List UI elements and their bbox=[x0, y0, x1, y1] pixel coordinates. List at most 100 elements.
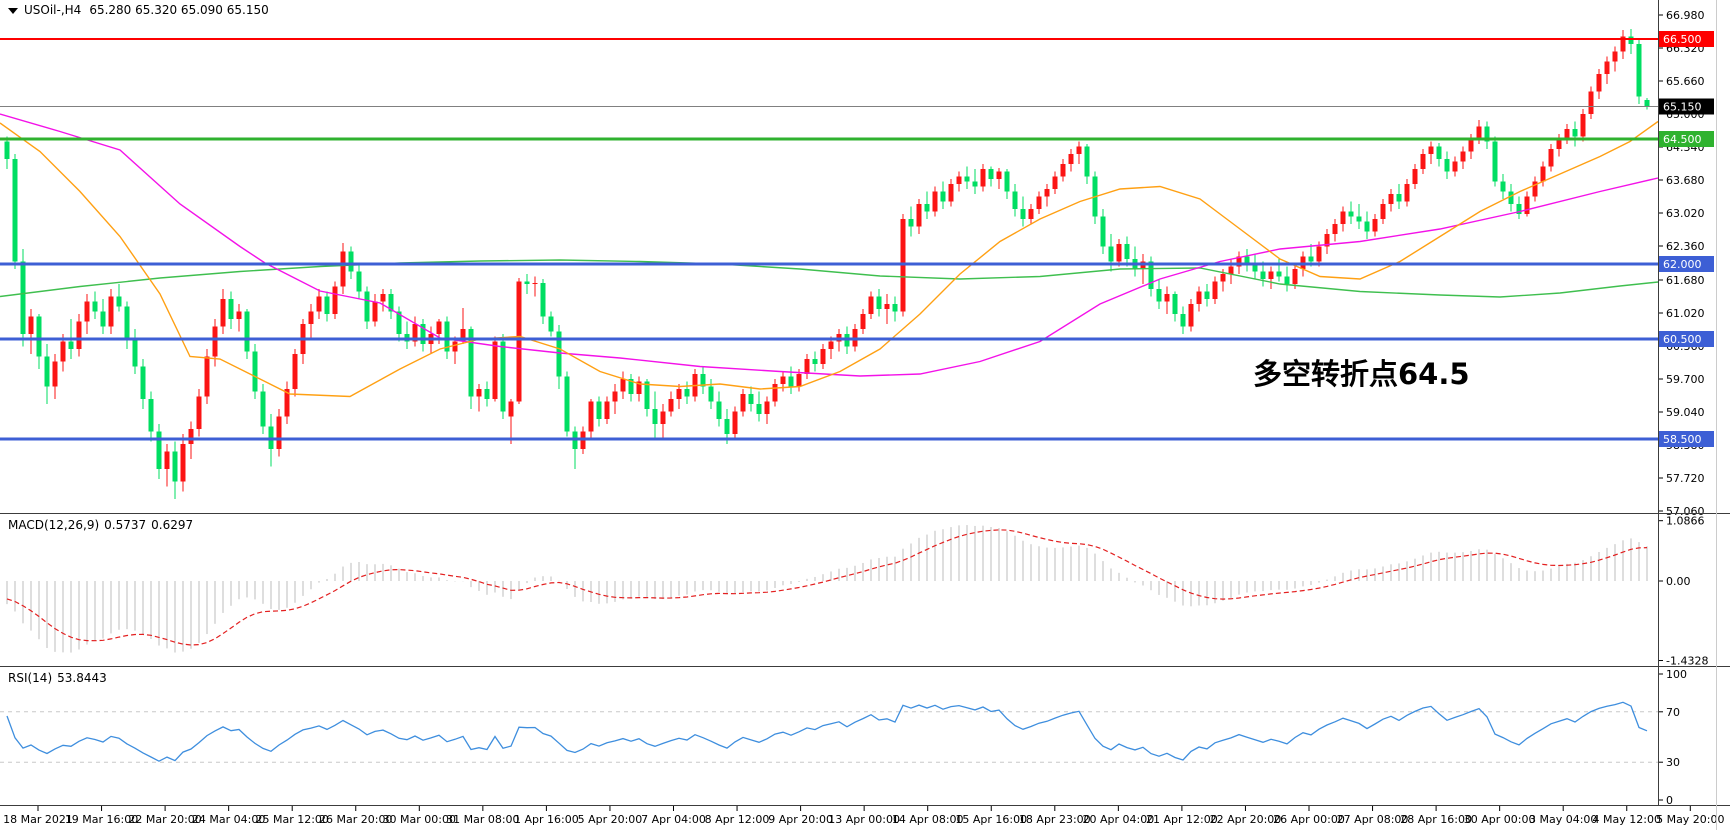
candle-body-up bbox=[1420, 154, 1426, 169]
price-badge-58.500 bbox=[1659, 431, 1714, 447]
price-axis-label: 59.040 bbox=[1666, 406, 1705, 419]
time-axis-label: 4 May 12:00 bbox=[1593, 813, 1661, 826]
candle-body-up bbox=[1532, 181, 1538, 197]
candle-body-down bbox=[1172, 294, 1178, 314]
macd-axis-label: -1.4328 bbox=[1666, 655, 1708, 668]
candle-body-down bbox=[1492, 141, 1498, 182]
candle-body-down bbox=[484, 389, 490, 399]
candle-body-up bbox=[1324, 234, 1330, 247]
macd-plot-area[interactable] bbox=[0, 514, 1658, 666]
candle-body-down bbox=[124, 306, 130, 339]
candle-body-down bbox=[812, 359, 818, 364]
candle-body-up bbox=[412, 324, 418, 342]
candle-body-down bbox=[364, 291, 370, 322]
rsi-label: RSI(14) 53.8443 bbox=[8, 671, 107, 685]
candle-body-up bbox=[204, 356, 210, 397]
candle-body-down bbox=[468, 329, 474, 397]
price-badge-label: 62.000 bbox=[1663, 258, 1702, 271]
candle-body-down bbox=[20, 261, 26, 334]
candle-body-down bbox=[564, 376, 570, 432]
rsi-plot-area[interactable] bbox=[0, 667, 1658, 805]
candle-body-down bbox=[1644, 100, 1650, 107]
time-axis-label: 28 Apr 16:00 bbox=[1400, 813, 1472, 826]
chart-annotation-text[interactable]: 多空转折点64.5 bbox=[1253, 357, 1470, 391]
price-axis-label: 59.700 bbox=[1666, 373, 1705, 386]
candle-body-up bbox=[1268, 271, 1274, 279]
candle-body-up bbox=[1068, 154, 1074, 164]
price-axis-label: 61.020 bbox=[1666, 307, 1705, 320]
rsi-series bbox=[0, 701, 1658, 763]
candle-body-up bbox=[1588, 91, 1594, 114]
candle-body-down bbox=[524, 281, 530, 284]
time-axis-label: 26 Apr 00:00 bbox=[1273, 813, 1345, 826]
candle-body-down bbox=[140, 366, 146, 399]
candle-body-down bbox=[1260, 271, 1266, 279]
candle-body-down bbox=[1628, 36, 1634, 44]
candle-body-down bbox=[972, 181, 978, 187]
price-axis-label: 61.680 bbox=[1666, 274, 1705, 287]
candle-body-up bbox=[1404, 184, 1410, 202]
candle-body-up bbox=[1476, 126, 1482, 139]
candle-body-up bbox=[1340, 211, 1346, 224]
candle-body-down bbox=[1276, 271, 1282, 277]
candle-body-up bbox=[820, 349, 826, 364]
time-axis-label: 15 Apr 16:00 bbox=[955, 813, 1027, 826]
candle-body-up bbox=[180, 444, 186, 482]
candle-body-up bbox=[884, 304, 890, 309]
candle-body-down bbox=[548, 316, 554, 332]
candle-body-up bbox=[1524, 196, 1530, 214]
rsi-panel: RSI(14) 53.8443 bbox=[0, 667, 1658, 805]
candle-body-up bbox=[1212, 281, 1218, 299]
symbol-dropdown-icon[interactable] bbox=[8, 8, 18, 14]
ma-long-green bbox=[0, 259, 1659, 298]
candle-body-up bbox=[732, 411, 738, 434]
candle-body-down bbox=[1148, 261, 1154, 289]
candle-body-up bbox=[860, 314, 866, 329]
candle-body-up bbox=[516, 281, 522, 402]
candle-body-up bbox=[1116, 244, 1122, 262]
candle-body-down bbox=[324, 296, 330, 314]
candle-body-up bbox=[1548, 149, 1554, 167]
price-badge-64.500 bbox=[1659, 131, 1714, 147]
candle-body-down bbox=[1180, 314, 1186, 327]
candle-body-down bbox=[148, 399, 154, 432]
time-axis-label: 26 Mar 20:00 bbox=[319, 813, 392, 826]
main-plot-area[interactable] bbox=[0, 0, 1658, 513]
time-axis-label: 21 Apr 12:00 bbox=[1146, 813, 1218, 826]
candle-body-up bbox=[1052, 176, 1058, 189]
candle-body-down bbox=[100, 311, 106, 327]
candle-body-down bbox=[92, 301, 98, 312]
candle-body-up bbox=[828, 341, 834, 349]
candle-body-down bbox=[244, 311, 250, 352]
candle-body-up bbox=[1604, 61, 1610, 74]
candle-body-up bbox=[1076, 146, 1082, 154]
candle-body-up bbox=[84, 301, 90, 322]
price-axis-label: 65.660 bbox=[1666, 75, 1705, 88]
candle-body-down bbox=[1156, 289, 1162, 302]
candle-body-down bbox=[356, 271, 362, 292]
candle-body-up bbox=[284, 389, 290, 417]
candle-body-up bbox=[436, 321, 442, 334]
price-axis[interactable]: 66.98066.32065.66065.00064.34063.68063.0… bbox=[1658, 9, 1714, 807]
price-axis-label: 62.360 bbox=[1666, 240, 1705, 253]
time-axis-label: 30 Mar 00:00 bbox=[383, 813, 456, 826]
candle-body-up bbox=[1228, 266, 1234, 274]
candle-body-up bbox=[308, 311, 314, 324]
candle-body-up bbox=[236, 311, 242, 319]
candle-body-down bbox=[1572, 129, 1578, 137]
candle-body-up bbox=[52, 361, 58, 387]
rsi-axis-label: 30 bbox=[1666, 756, 1680, 769]
candle-body-up bbox=[1044, 189, 1050, 197]
candle-body-up bbox=[636, 381, 642, 394]
candle-body-up bbox=[1540, 166, 1546, 182]
candle-body-down bbox=[708, 386, 714, 402]
time-axis-label: 19 Mar 16:00 bbox=[65, 813, 138, 826]
candle-body-down bbox=[1516, 204, 1522, 214]
horizontal-level-lines[interactable] bbox=[0, 38, 1658, 441]
price-badge-62.000 bbox=[1659, 256, 1714, 272]
candle-body-up bbox=[476, 389, 482, 397]
candle-body-down bbox=[1284, 276, 1290, 284]
main-price-panel: 多空转折点64.5 USOil-,H4 65.280 65.320 65.090 … bbox=[0, 0, 1659, 513]
